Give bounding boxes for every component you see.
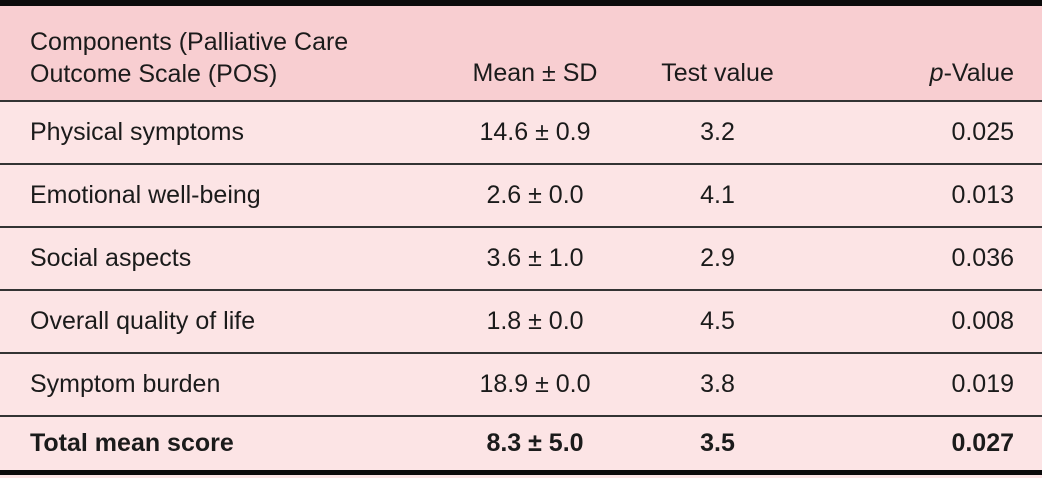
table-row: Overall quality of life 1.8 ± 0.0 4.5 0.… [0,290,1042,353]
table-bottom-frame-rule [0,470,1042,475]
header-p-value: p-Value [785,6,1042,102]
cell-p-value: 0.027 [951,429,1014,457]
cell-p-value: 0.025 [951,118,1014,146]
cell-test-value: 3.2 [700,118,735,146]
cell-mean-sd: 8.3 ± 5.0 [486,429,584,457]
table-row: Social aspects 3.6 ± 1.0 2.9 0.036 [0,227,1042,290]
cell-mean-sd: 3.6 ± 1.0 [486,244,584,272]
header-components: Components (Palliative Care Outcome Scal… [0,6,420,102]
cell-mean-sd: 2.6 ± 0.0 [486,181,584,209]
table-row: Emotional well-being 2.6 ± 0.0 4.1 0.013 [0,164,1042,227]
cell-component: Overall quality of life [30,307,256,335]
cell-p-value: 0.019 [951,370,1014,398]
table-row: Symptom burden 18.9 ± 0.0 3.8 0.019 [0,353,1042,416]
cell-p-value: 0.008 [951,307,1014,335]
cell-mean-sd: 1.8 ± 0.0 [486,307,584,335]
cell-test-value: 4.5 [700,307,735,335]
cell-mean-sd: 18.9 ± 0.0 [479,370,591,398]
cell-test-value: 2.9 [700,244,735,272]
cell-component: Emotional well-being [30,181,261,209]
cell-p-value: 0.013 [951,181,1014,209]
header-test-value: Test value [650,6,785,102]
cell-mean-sd: 14.6 ± 0.9 [479,118,591,146]
cell-component: Total mean score [30,429,234,457]
p-value-italic-p: p [929,59,944,87]
table-row-total: Total mean score 8.3 ± 5.0 3.5 0.027 [0,416,1042,470]
pos-results-table: Components (Palliative Care Outcome Scal… [0,6,1042,470]
table-body: Physical symptoms 14.6 ± 0.9 3.2 0.025 E… [0,101,1042,470]
cell-test-value: 3.5 [700,429,735,457]
cell-component: Physical symptoms [30,118,244,146]
header-mean-sd: Mean ± SD [420,6,650,102]
cell-component: Social aspects [30,244,192,272]
table-header: Components (Palliative Care Outcome Scal… [0,6,1042,102]
table-top-frame-rule [0,0,1042,6]
cell-test-value: 4.1 [700,181,735,209]
p-value-suffix: -Value [943,59,1014,87]
cell-component: Symptom burden [30,370,221,398]
cell-p-value: 0.036 [951,244,1014,272]
header-row: Components (Palliative Care Outcome Scal… [0,6,1042,102]
cell-test-value: 3.8 [700,370,735,398]
table-row: Physical symptoms 14.6 ± 0.9 3.2 0.025 [0,101,1042,164]
